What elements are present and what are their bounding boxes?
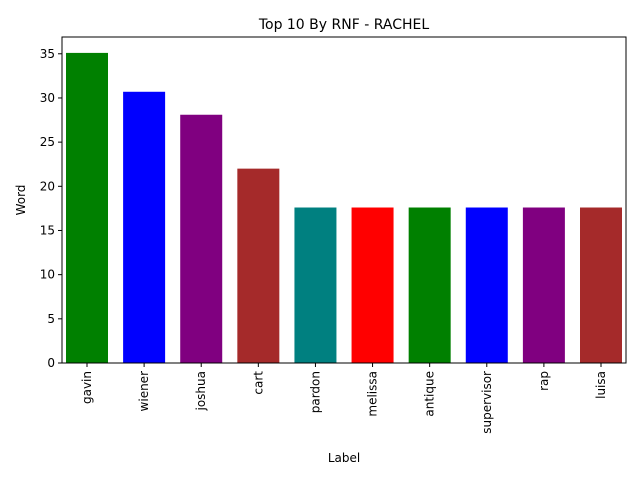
x-axis-label: Label [328,451,360,465]
bar-luisa [580,207,622,363]
y-axis-ticks: 0 5 10 15 20 25 30 35 [40,47,62,370]
y-tick-label: 35 [40,47,55,61]
x-tick-label: luisa [594,371,608,399]
chart-title: Top 10 By RNF - RACHEL [258,17,430,33]
x-tick-label: pardon [308,371,322,413]
y-axis-label: Word [14,185,28,216]
y-tick-label: 15 [40,223,55,237]
bar-antique [408,207,451,363]
x-tick-label: gavin [80,371,94,404]
y-tick-label: 10 [40,268,55,282]
x-tick-label: joshua [194,371,208,412]
bar-cart [237,168,280,363]
bar-rap [522,207,565,363]
y-tick-label: 5 [47,312,55,326]
x-axis-ticks: gavin wiener joshua cart pardon melissa antiqu… [80,363,608,434]
bars-group [66,52,622,364]
bar-melissa [351,207,394,363]
bar-wiener [123,91,166,363]
x-tick-label: supervisor [480,371,494,434]
y-tick-label: 20 [40,179,55,193]
bar-gavin [66,52,108,364]
x-tick-label: cart [251,371,265,395]
y-tick-label: 25 [40,135,55,149]
y-tick-label: 0 [47,356,55,370]
x-tick-label: melissa [366,371,380,417]
plot-frame [61,36,627,364]
y-tick-label: 30 [40,91,55,105]
x-tick-label: antique [423,371,437,417]
bar-joshua [180,114,223,363]
x-tick-label: wiener [137,371,151,412]
bar-supervisor [465,207,508,363]
x-tick-label: rap [537,371,551,391]
bar-pardon [294,207,337,363]
